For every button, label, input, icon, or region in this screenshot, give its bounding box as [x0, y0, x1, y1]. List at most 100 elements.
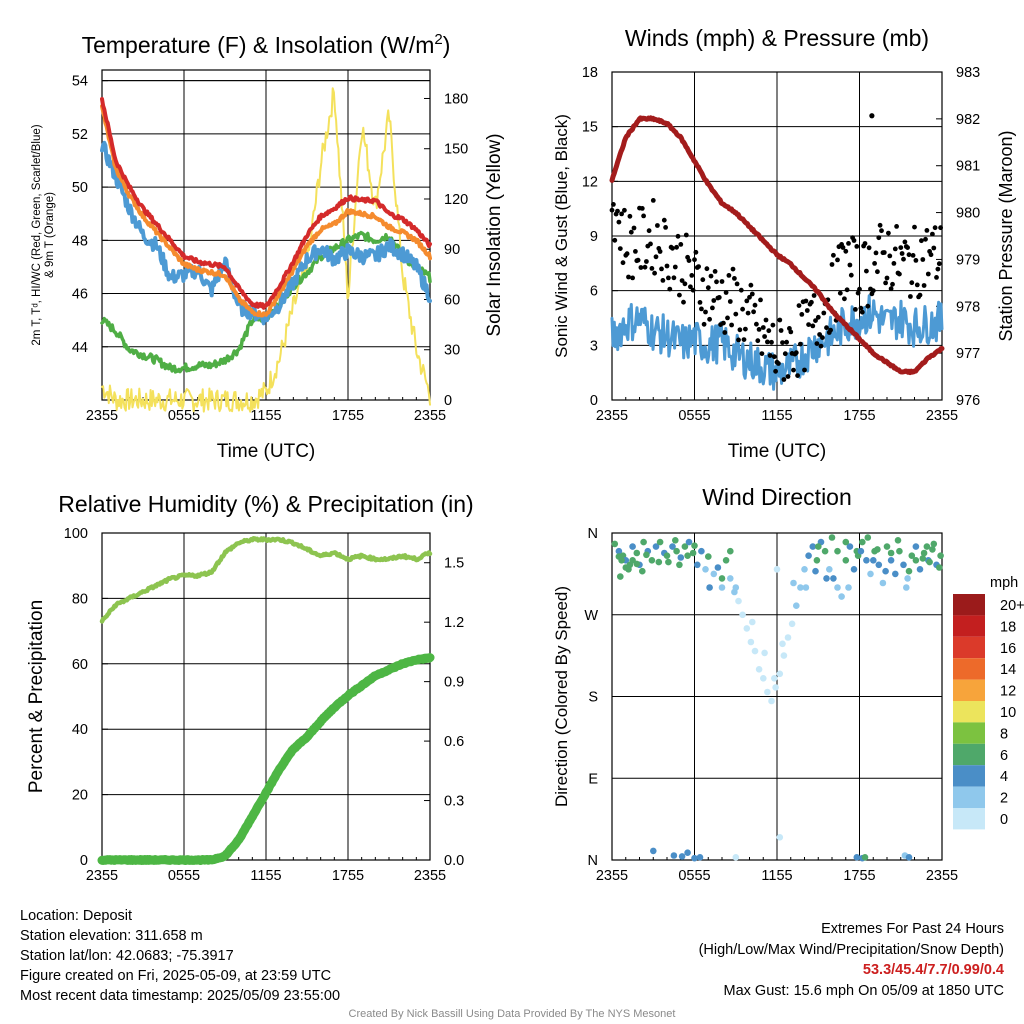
gust-point [622, 207, 627, 213]
y-axis-label-text: Direction (Colored By Speed) [552, 586, 571, 807]
gust-point [721, 320, 726, 326]
gust-point [751, 309, 756, 315]
direction-point [776, 834, 784, 841]
gust-point [737, 327, 743, 333]
gust-point [858, 305, 864, 311]
legend-swatch [953, 701, 985, 723]
gust-point [810, 323, 816, 329]
gust-point [752, 302, 758, 308]
gust-point [679, 278, 685, 283]
direction-point [652, 543, 660, 550]
legend-swatch [953, 594, 985, 616]
gust-point [686, 258, 692, 263]
direction-point [874, 546, 881, 553]
gust-point [759, 351, 765, 356]
y-tick-label: 18 [582, 65, 598, 81]
gust-point [931, 245, 937, 251]
y2-tick-label: 0.0 [444, 853, 464, 869]
gust-point [659, 266, 664, 272]
y2-tick-label: 1.5 [444, 556, 464, 572]
legend-label: 0 [1000, 812, 1008, 828]
gust-point [657, 249, 663, 254]
gust-point [864, 268, 869, 274]
x-tick-label: 2355 [86, 868, 118, 884]
direction-point [626, 561, 634, 569]
y-tick-label: 40 [72, 722, 88, 738]
y-tick-label: S [588, 690, 598, 706]
gust-point [765, 339, 770, 345]
gust-point [766, 328, 772, 334]
gust-point [738, 287, 744, 293]
y2-tick-label: 983 [956, 65, 980, 81]
legend-swatch [953, 808, 985, 830]
direction-point [639, 567, 646, 575]
y-tick-label: 44 [72, 340, 88, 356]
gust-point [901, 256, 906, 262]
gust-point [675, 233, 681, 239]
gust-point [733, 311, 739, 317]
direction-point [751, 647, 759, 655]
direction-point [694, 561, 701, 569]
gust-point [862, 241, 868, 246]
gust-point [935, 266, 941, 272]
gust-point [780, 340, 785, 345]
gust-point [788, 329, 794, 335]
gust-point [771, 354, 777, 360]
station-elevation: Station elevation: 311.658 m [20, 928, 203, 944]
direction-point [617, 573, 624, 580]
gust-point [914, 282, 920, 288]
y2-tick-label: 60 [444, 292, 460, 308]
direction-point [861, 854, 869, 861]
gust-point [755, 338, 761, 344]
y2-tick-label: 90 [444, 242, 460, 258]
gust-point [671, 275, 677, 281]
legend-swatch [953, 636, 985, 659]
gust-point [853, 307, 858, 312]
direction-point [887, 557, 895, 564]
y-axis-label-text: Sonic Wind & Gust (Blue, Black) [552, 114, 571, 358]
y-tick-label: N [588, 526, 598, 542]
direction-point [882, 567, 889, 575]
gust-point [734, 281, 740, 287]
gust-point [754, 321, 759, 327]
direction-point [936, 564, 943, 571]
direction-point [691, 854, 698, 862]
direction-point [722, 557, 730, 564]
gust-point [722, 330, 728, 335]
direction-point [714, 564, 722, 571]
gust-point [796, 303, 802, 308]
direction-point [830, 575, 837, 582]
gust-point [910, 253, 916, 258]
plot-frame [101, 69, 431, 401]
direction-point [615, 547, 623, 555]
gust-point [936, 261, 942, 267]
direction-point [779, 640, 786, 648]
gust-point [689, 273, 695, 278]
gust-point [633, 249, 638, 254]
direction-point [788, 620, 796, 628]
direction-point [672, 537, 679, 544]
gust-point [729, 322, 734, 328]
gust-point [730, 266, 736, 272]
gust-point [802, 367, 807, 373]
direction-point [859, 538, 866, 546]
gust-point [887, 253, 893, 259]
direction-point [629, 543, 636, 550]
gust-point [784, 339, 789, 345]
direction-point [732, 584, 740, 591]
gust-point [743, 326, 748, 332]
direction-point [926, 558, 933, 566]
gust-point [736, 337, 741, 343]
gust-point [756, 327, 762, 332]
gust-point [815, 314, 821, 320]
x-tick-label: 1155 [250, 408, 281, 424]
gust-point [615, 208, 620, 214]
gust-point [924, 228, 930, 233]
direction-point [826, 566, 833, 573]
x-tick-label: 2355 [926, 408, 958, 424]
gust-point [646, 228, 652, 234]
gust-point [727, 299, 733, 304]
gust-point [616, 219, 622, 225]
legend-swatch [953, 679, 985, 701]
extremes-title: Extremes For Past 24 Hours [821, 921, 1004, 937]
